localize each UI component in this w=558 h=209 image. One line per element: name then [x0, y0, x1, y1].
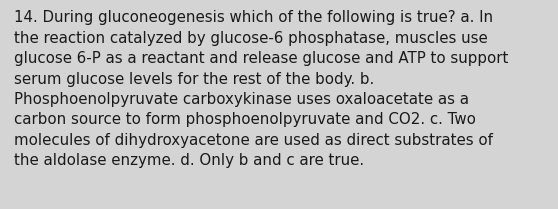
Text: 14. During gluconeogenesis which of the following is true? a. In
the reaction ca: 14. During gluconeogenesis which of the …	[14, 10, 508, 168]
